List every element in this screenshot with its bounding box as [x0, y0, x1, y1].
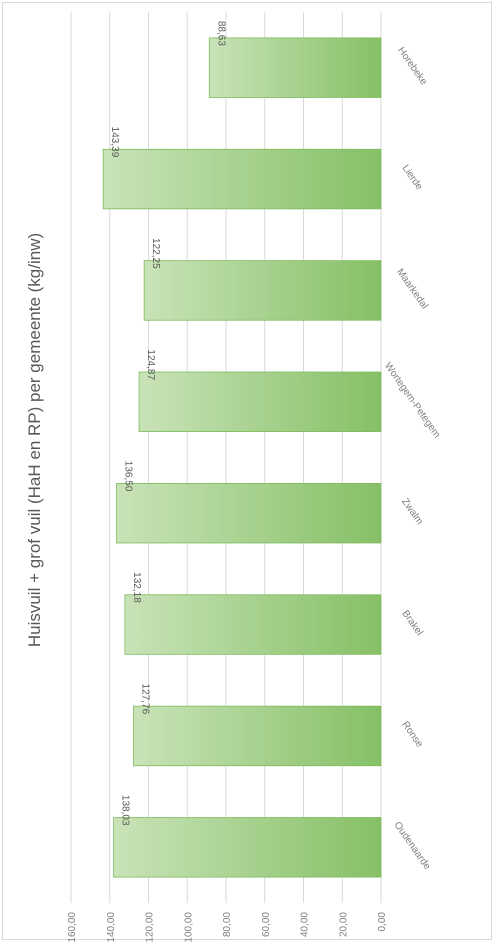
bars [102, 37, 382, 878]
category-label: Wortegem-Petegem [382, 361, 442, 440]
bar [208, 37, 382, 98]
value-axis-ticks: 0,00 20,00 40,00 60,00 80,00 100,00 120,00 140,… [67, 912, 388, 943]
data-label: 143,39 [109, 127, 120, 158]
bar [138, 371, 382, 433]
category-label: Zwalm [399, 497, 425, 527]
category-label: Horebeke [395, 45, 429, 87]
bar [143, 260, 382, 321]
value-tick-label: 140,00 [106, 912, 117, 943]
data-labels: 138,03 127,76 132,18 136,50 124,87 122,25 143,… [109, 21, 226, 826]
value-tick-label: 60,00 [261, 912, 272, 937]
data-label: 132,18 [131, 572, 142, 603]
category-label: Brakel [399, 608, 424, 638]
value-tick-label: 40,00 [300, 912, 311, 937]
bar [102, 148, 382, 210]
bar [113, 817, 382, 878]
value-tick-label: 0,00 [377, 912, 388, 932]
value-tick-label: 80,00 [222, 912, 233, 937]
data-label: 124,87 [145, 349, 156, 380]
value-tick-label: 160,00 [67, 912, 78, 943]
data-label: 138,03 [120, 795, 131, 826]
category-label: Oudenaarde [392, 820, 433, 872]
category-label: Ronse [399, 720, 425, 750]
bar [124, 594, 382, 655]
chart-title: Huisvuil + grof vuil (HaH en RP) per gem… [25, 233, 44, 647]
value-tick-label: 20,00 [338, 912, 349, 937]
bar [133, 705, 382, 767]
data-label: 127,76 [139, 684, 150, 715]
category-label: Maarkedal [394, 267, 430, 312]
data-label: 136,50 [123, 461, 134, 492]
value-tick-label: 100,00 [183, 912, 194, 943]
data-label: 88,63 [215, 21, 226, 46]
bar [116, 482, 382, 544]
data-label: 122,25 [150, 238, 161, 269]
category-label: Lierde [400, 163, 425, 192]
category-labels: Oudenaarde Ronse Brakel Zwalm Wortegem-Peteg… [382, 45, 442, 872]
value-tick-label: 120,00 [145, 912, 156, 943]
